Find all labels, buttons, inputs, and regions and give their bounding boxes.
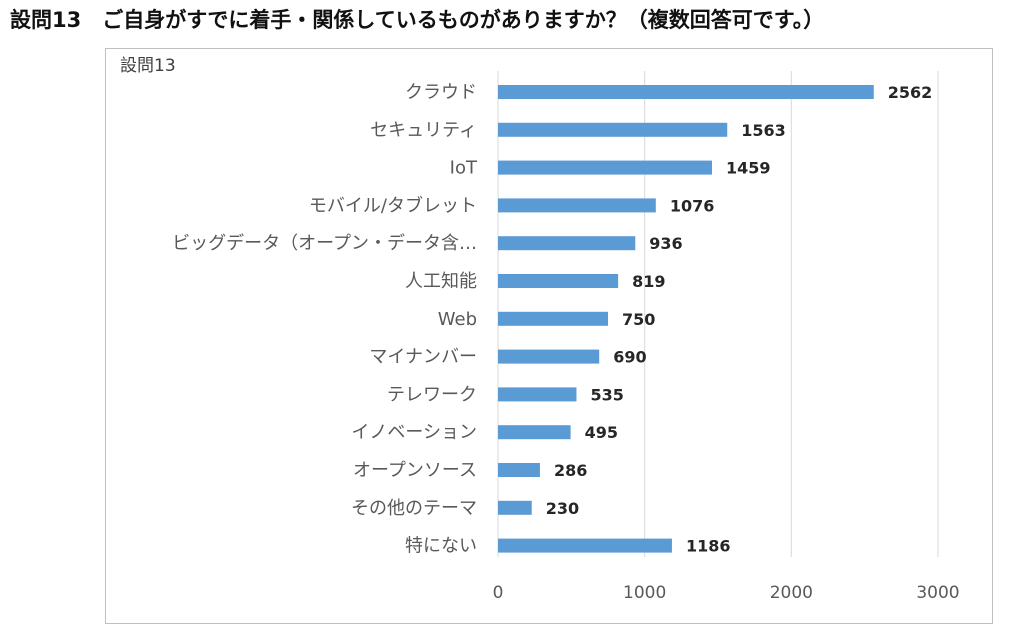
value-labels: 2562 1563 1459 1076 936 819 750 690 535 495 286 230…	[546, 83, 933, 556]
value-label: 936	[649, 234, 682, 253]
value-label: 690	[613, 348, 646, 367]
value-label: 535	[590, 385, 623, 404]
category-label: ビッグデータ（オープン・データ含…	[172, 233, 477, 254]
bar	[498, 160, 712, 175]
value-label: 1186	[686, 537, 731, 556]
category-label: テレワーク	[387, 384, 477, 405]
bar	[498, 85, 874, 99]
value-label: 1563	[741, 121, 786, 140]
category-label: セキュリティ	[370, 120, 477, 141]
category-label: クラウド	[405, 82, 477, 103]
x-tick-label: 2000	[770, 583, 813, 603]
value-label: 230	[546, 499, 579, 518]
bar	[498, 198, 656, 213]
value-label: 2562	[888, 83, 933, 102]
chart-frame: 設問13 クラウドセキュリティ IoT モバイル/タブレットビッグデータ（オープン・…	[105, 48, 993, 624]
category-label: その他のテーマ	[351, 498, 477, 519]
category-label: オープンソース	[353, 460, 477, 481]
bar	[498, 387, 577, 402]
category-label: Web	[438, 309, 477, 330]
bar	[498, 349, 600, 364]
category-label: IoT	[450, 158, 478, 179]
bar	[498, 122, 728, 137]
bar	[498, 538, 672, 553]
chart-title: 設問13	[120, 56, 176, 76]
bars	[498, 85, 874, 553]
bar	[498, 425, 571, 440]
category-label: マイナンバー	[369, 347, 477, 368]
value-label: 1076	[670, 196, 715, 215]
value-label: 750	[622, 310, 655, 329]
bar	[498, 236, 636, 251]
value-label: 286	[554, 461, 587, 480]
category-label: モバイル/タブレット	[309, 194, 477, 216]
x-axis-ticks: 0 1000 2000 3000	[493, 583, 960, 603]
category-label: 人工知能	[405, 271, 477, 292]
value-label: 819	[632, 272, 665, 291]
x-tick-label: 3000	[916, 583, 959, 603]
bar	[498, 463, 540, 477]
bar	[498, 274, 619, 288]
bar	[498, 311, 608, 326]
category-label: 特にない	[405, 536, 477, 557]
x-tick-label: 1000	[623, 583, 666, 603]
page-heading: 設問13 ご自身がすでに着手・関係しているものがありますか？（複数回答可です。）	[10, 8, 825, 32]
x-tick-label: 0	[493, 583, 504, 603]
category-label: イノベーション	[351, 422, 477, 443]
value-label: 1459	[726, 159, 771, 178]
value-label: 495	[585, 423, 618, 442]
bar	[498, 500, 532, 515]
